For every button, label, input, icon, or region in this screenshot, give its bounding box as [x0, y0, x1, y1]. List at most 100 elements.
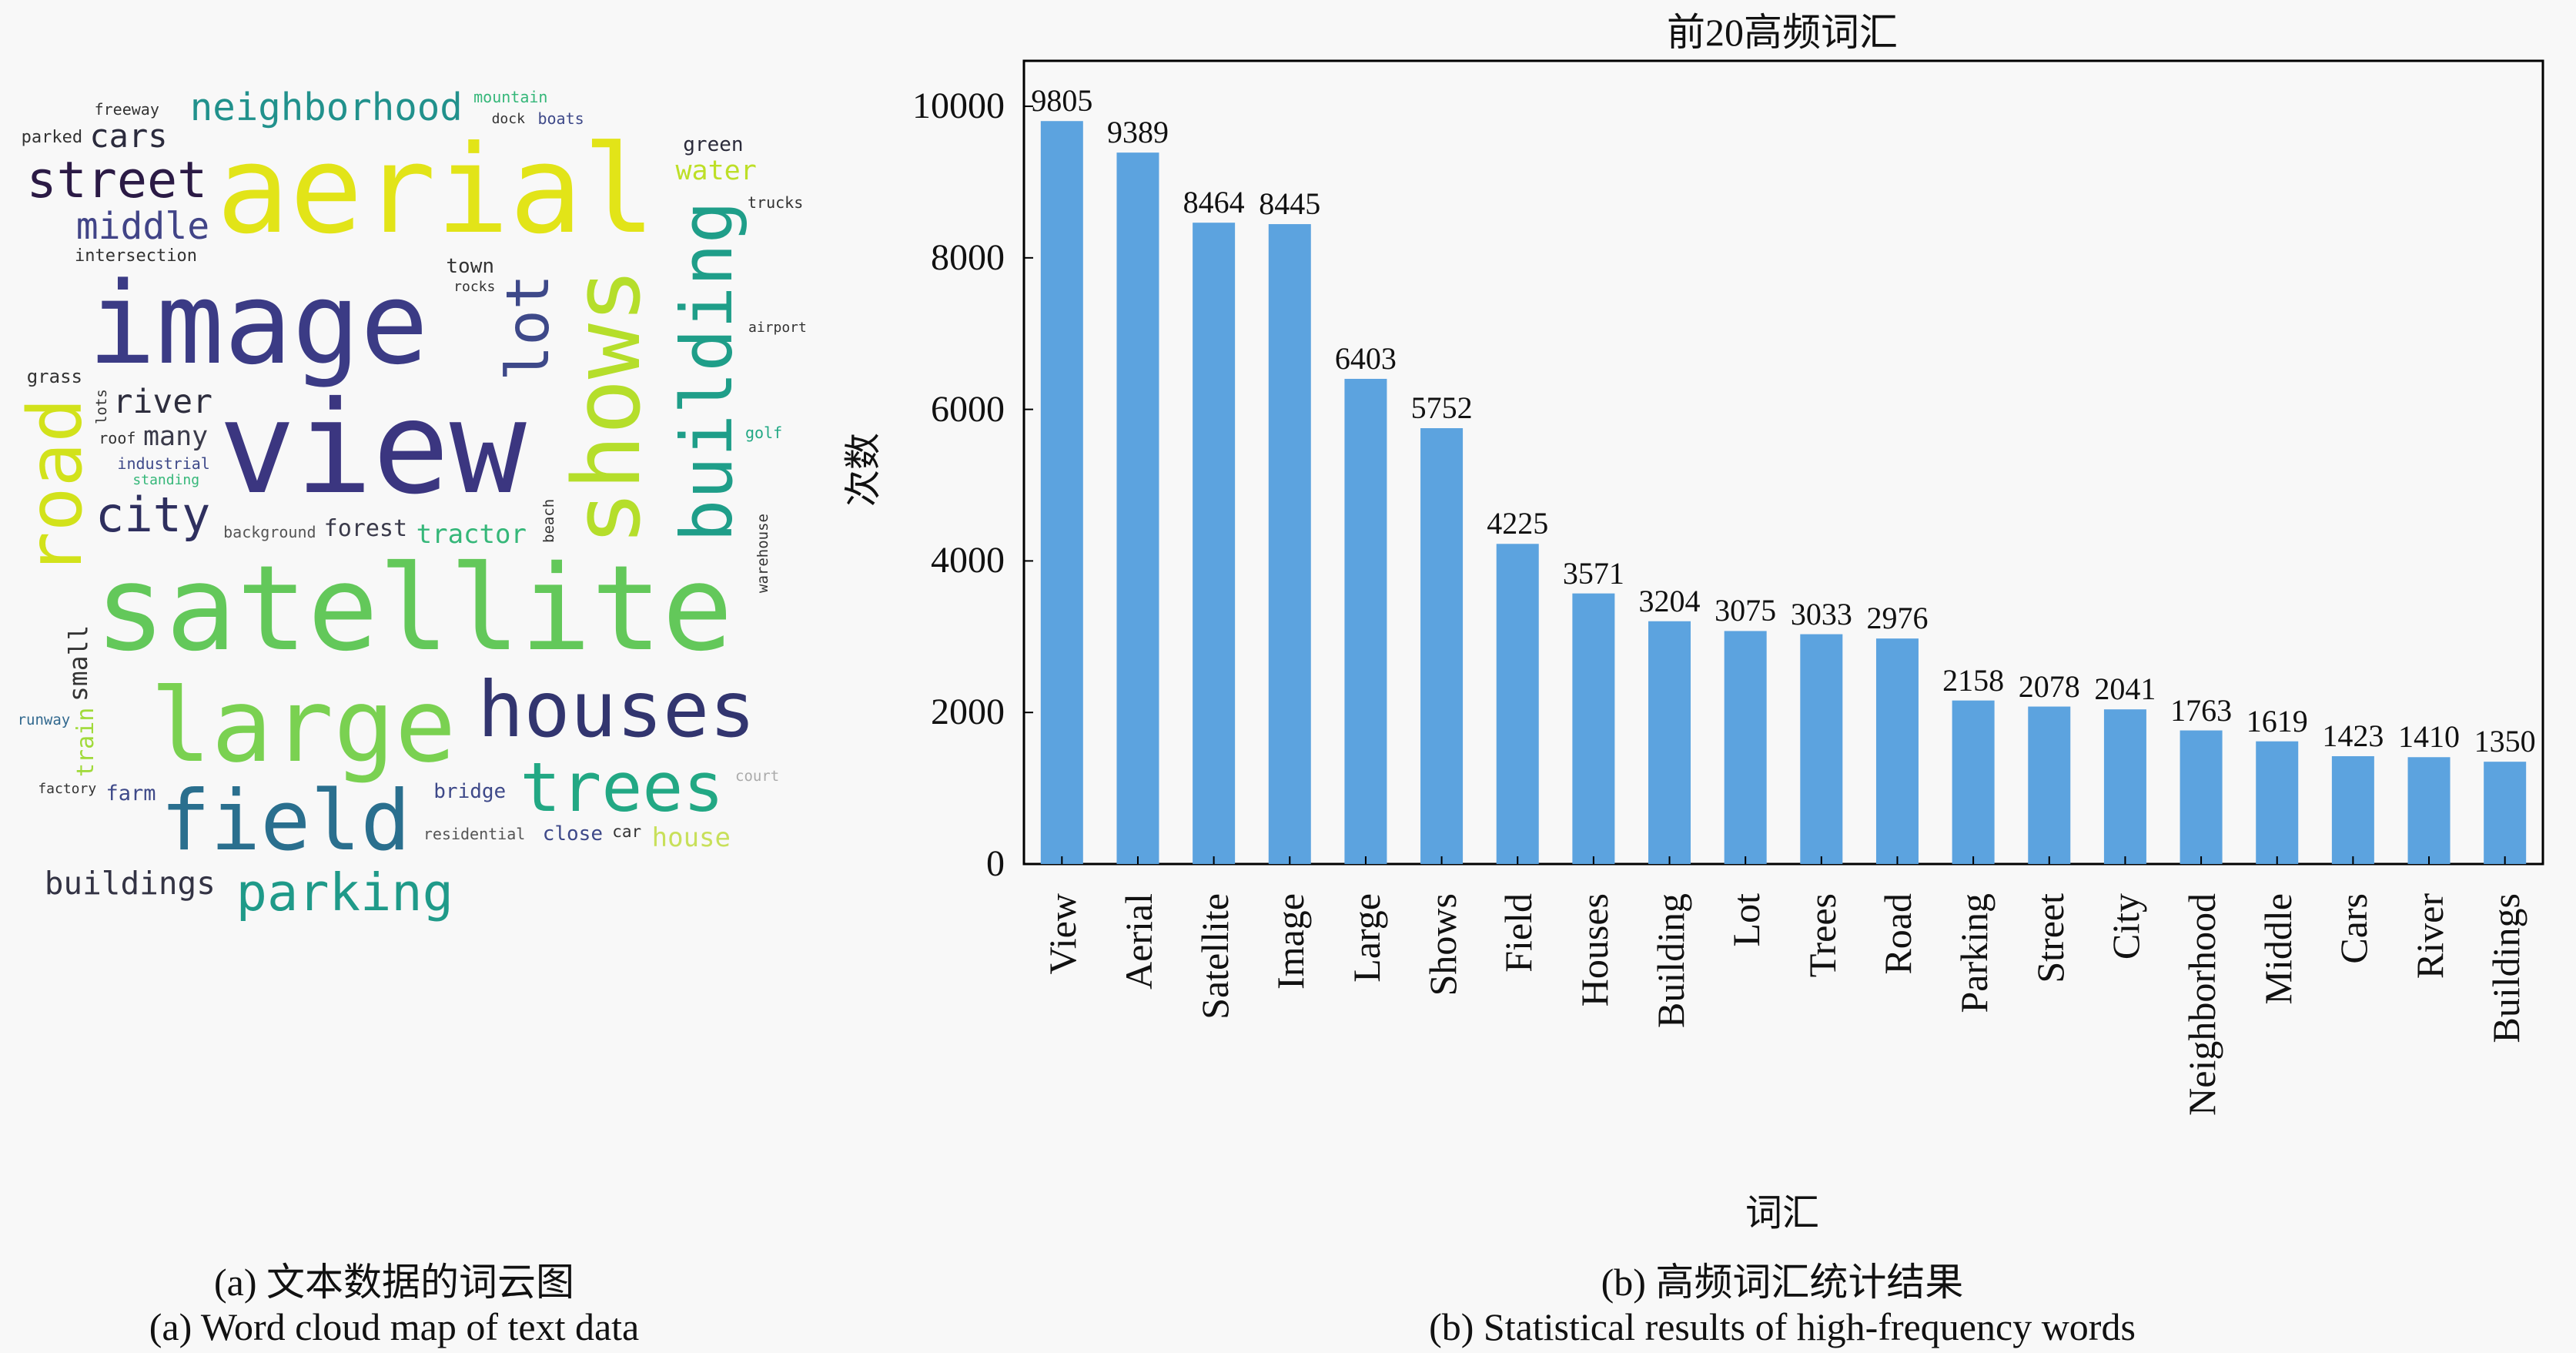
data-label: 1619 [2246, 703, 2308, 738]
x-tick-label: Shows [1420, 893, 1464, 996]
data-label: 1423 [2322, 718, 2384, 753]
x-tick-label: Parking [1952, 893, 1996, 1013]
x-tick-label: Road [1876, 893, 1920, 975]
x-tick-label: City [2104, 893, 2148, 960]
x-tick-label: Middle [2256, 893, 2300, 1005]
bar-aerial [1116, 152, 1159, 864]
bar-cars [2331, 755, 2374, 864]
chart-caption-en: (b) Statistical results of high-frequenc… [1429, 1305, 2136, 1348]
chart-title: 前20高频词汇 [1667, 11, 1898, 54]
word-cloud-word: trucks [748, 193, 804, 212]
data-label: 6403 [1334, 340, 1397, 376]
word-cloud-word: roof [99, 429, 136, 448]
wordcloud-caption-cn: (a) 文本数据的词云图 [214, 1261, 574, 1304]
word-cloud-word: forest [323, 514, 408, 542]
word-cloud-word: boats [537, 109, 584, 129]
x-tick-label: River [2408, 893, 2452, 980]
x-tick-label: Street [2028, 893, 2072, 983]
bar-building [1648, 621, 1691, 864]
word-cloud-word: water [675, 155, 757, 186]
chart-caption-cn: (b) 高频词汇统计结果 [1601, 1261, 1964, 1304]
word-cloud-word: factory [38, 781, 97, 798]
bar-satellite [1193, 223, 1236, 865]
word-cloud-word: rocks [453, 278, 496, 295]
bar-lot [1724, 631, 1767, 864]
word-cloud-word: airport [748, 320, 807, 336]
word-cloud-word: dock [491, 111, 525, 128]
bar-city [2103, 709, 2146, 864]
word-cloud-word: field [160, 772, 411, 869]
word-cloud-word: image [88, 258, 429, 390]
word-cloud-word: aerial [216, 119, 656, 261]
word-cloud-word: river [112, 383, 213, 422]
word-cloud-word: cars [89, 116, 168, 155]
word-cloud-word: tractor [416, 518, 527, 550]
word-cloud-word: parking [236, 862, 453, 923]
word-cloud-word: background [223, 522, 316, 541]
data-label: 8445 [1259, 186, 1321, 222]
x-tick-label: Image [1269, 893, 1313, 990]
data-label: 3033 [1790, 596, 1852, 631]
x-axis-label: 词汇 [1745, 1193, 1820, 1234]
x-tick-label: Buildings [2484, 893, 2527, 1043]
data-label: 2078 [2018, 668, 2080, 704]
x-tick-label: Neighborhood [2180, 893, 2224, 1116]
y-tick-label: 0 [986, 843, 1005, 884]
word-cloud-word: houses [477, 665, 756, 755]
x-tick-label: Large [1344, 893, 1388, 983]
bar-river [2407, 757, 2451, 864]
data-label: 1410 [2398, 719, 2461, 755]
bar-middle [2256, 741, 2299, 864]
x-tick-label: Houses [1572, 893, 1616, 1007]
data-label: 9389 [1106, 115, 1169, 150]
bar-buildings [2484, 762, 2527, 864]
x-tick-label: Cars [2332, 893, 2376, 964]
data-label: 2976 [1866, 601, 1929, 636]
plot-frame [1022, 59, 2544, 866]
y-tick-label: 10000 [912, 85, 1005, 127]
word-cloud-word: neighborhood [189, 85, 463, 130]
word-cloud-word: freeway [94, 99, 159, 119]
word-cloud-word: middle [75, 205, 210, 249]
bar-neighborhood [2180, 730, 2223, 864]
data-label: 3571 [1562, 555, 1624, 591]
word-cloud-word: trees [520, 748, 724, 828]
word-cloud-word: residential [423, 824, 526, 843]
x-tick-label: Trees [1800, 893, 1844, 978]
x-tick-label: Building [1648, 893, 1692, 1029]
bar-field [1496, 544, 1539, 864]
word-cloud-word: town [446, 255, 495, 279]
data-label: 1350 [2474, 724, 2536, 759]
bar-houses [1572, 593, 1615, 864]
word-cloud-word: intersection [75, 246, 197, 266]
word-cloud: view aerial satellite image large shows field h… [0, 0, 831, 1240]
x-tick-label: Field [1497, 893, 1541, 973]
x-tick-label: Aerial [1116, 893, 1160, 990]
word-cloud-word: car [612, 822, 642, 842]
bar-road [1875, 638, 1919, 864]
bar-trees [1800, 634, 1843, 864]
y-tick-label: 2000 [931, 692, 1005, 733]
word-cloud-word: farm [105, 782, 156, 806]
word-cloud-word: court [735, 768, 780, 785]
data-label: 4225 [1487, 506, 1549, 541]
bar-parking [1952, 700, 1995, 864]
word-cloud-word: close [542, 822, 603, 846]
word-cloud-word: mountain [473, 88, 548, 107]
word-cloud-word: golf [745, 424, 783, 442]
word-cloud-word: view [219, 374, 527, 523]
word-cloud-word: standing [132, 472, 200, 489]
data-label: 5752 [1410, 390, 1473, 426]
word-cloud-word: green [683, 133, 744, 157]
bar-street [2028, 706, 2071, 864]
x-tick-label: Lot [1725, 893, 1768, 947]
data-label: 2041 [2094, 671, 2156, 707]
word-cloud-word: industrial [117, 454, 210, 474]
word-cloud-word: satellite [95, 541, 734, 678]
y-tick-label: 6000 [931, 388, 1005, 430]
word-cloud-word: parked [21, 127, 83, 147]
data-label: 2158 [1942, 662, 2005, 698]
word-cloud-word: buildings [44, 865, 216, 903]
